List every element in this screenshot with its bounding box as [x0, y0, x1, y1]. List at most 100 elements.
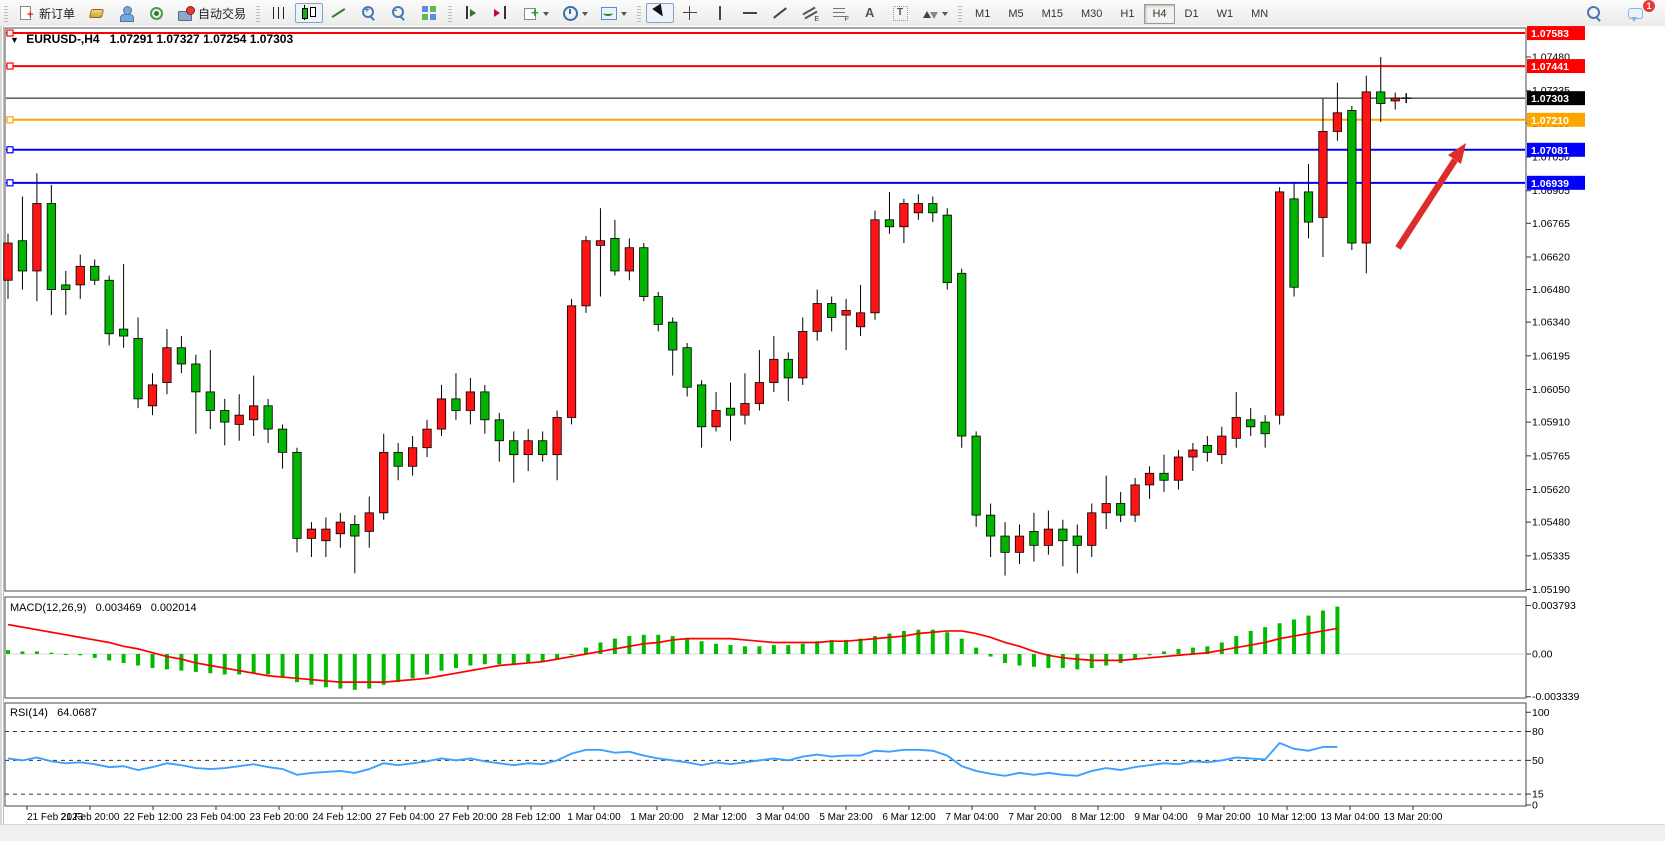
- candlestick-chart-button[interactable]: [295, 3, 324, 23]
- auto-scroll-icon: [462, 4, 480, 22]
- zoom-out-button[interactable]: -: [385, 3, 413, 23]
- price-tick-label: 1.06480: [1532, 284, 1570, 296]
- timeframe-W1[interactable]: W1: [1216, 8, 1234, 20]
- rsi-axis-label: 50: [1532, 755, 1544, 767]
- templates-button[interactable]: [595, 3, 632, 23]
- candle: [552, 417, 562, 456]
- candle: [162, 347, 172, 383]
- auto-trading-button[interactable]: 自动交易: [172, 3, 251, 23]
- search-button[interactable]: [1580, 3, 1608, 23]
- chart-window[interactable]: 1.074801.073351.071951.070501.069051.067…: [0, 26, 1665, 841]
- candle: [61, 284, 71, 290]
- price-tick-label: 1.05620: [1532, 484, 1570, 496]
- chart-shift-icon: [492, 4, 510, 22]
- rsi-title: RSI(14): [10, 707, 48, 719]
- time-label: 22 Feb 12:00: [124, 812, 183, 823]
- new-order-label: 新订单: [39, 6, 76, 21]
- timeframe-MN[interactable]: MN: [1251, 8, 1269, 20]
- zoom-in-button[interactable]: +: [355, 3, 383, 23]
- line-handle[interactable]: [6, 116, 14, 124]
- candle: [1332, 112, 1342, 132]
- macd-bar: [540, 654, 545, 662]
- equidistant-channel-button[interactable]: E: [796, 3, 824, 23]
- text-button[interactable]: A: [856, 3, 884, 23]
- auto-scroll-button[interactable]: [457, 3, 485, 23]
- macd-bar: [367, 654, 372, 689]
- candle: [509, 440, 519, 456]
- rsi-axis-label: 100: [1532, 707, 1550, 719]
- candle: [971, 435, 981, 516]
- candle: [249, 405, 259, 421]
- line-handle[interactable]: [6, 29, 14, 37]
- tile-windows-button[interactable]: [415, 3, 443, 23]
- add-indicator-button[interactable]: +: [517, 3, 554, 23]
- time-label: 23 Feb 04:00: [187, 812, 246, 823]
- timeframe-M5[interactable]: M5: [1008, 8, 1024, 20]
- horizontal-line-button[interactable]: [736, 3, 764, 23]
- bar-chart-button[interactable]: [265, 3, 293, 23]
- chart-shift-button[interactable]: [487, 3, 515, 23]
- vertical-line-icon: [711, 4, 729, 22]
- macd-value-main: 0.003469: [95, 602, 142, 614]
- price-line-1.07583[interactable]: [6, 29, 1525, 37]
- market-watch-button[interactable]: [82, 3, 110, 23]
- time-label: 27 Feb 20:00: [439, 812, 498, 823]
- trendline-button[interactable]: [766, 3, 794, 23]
- macd-bar: [482, 654, 487, 665]
- candle: [494, 419, 504, 442]
- line-chart-button[interactable]: [325, 3, 353, 23]
- price-tag-label: 1.07081: [1531, 145, 1569, 157]
- notifications-button[interactable]: 1: [1622, 0, 1655, 23]
- price-line-1.07081[interactable]: [6, 146, 1525, 154]
- line-handle[interactable]: [6, 146, 14, 154]
- time-label: 8 Mar 12:00: [1071, 812, 1125, 823]
- vertical-line-button[interactable]: [706, 3, 734, 23]
- macd-bar: [959, 638, 964, 654]
- timeframe-M15[interactable]: M15: [1041, 8, 1063, 20]
- new-order-button[interactable]: + 新订单: [13, 3, 80, 23]
- arrows-button[interactable]: [916, 3, 953, 23]
- line-handle[interactable]: [6, 179, 14, 187]
- timeframe-M30[interactable]: M30: [1081, 8, 1103, 20]
- timeframe-D1[interactable]: D1: [1184, 8, 1199, 20]
- time-label: 13 Mar 04:00: [1321, 812, 1380, 823]
- price-line-1.07210[interactable]: [6, 116, 1525, 124]
- timeframe-H4[interactable]: H4: [1144, 4, 1175, 24]
- fibonacci-button[interactable]: F: [826, 3, 854, 23]
- line-handle[interactable]: [6, 62, 14, 70]
- macd-bar: [627, 636, 632, 654]
- candle: [321, 528, 331, 542]
- search-icon: [1585, 4, 1603, 22]
- trendline-icon: [771, 4, 789, 22]
- macd-bar: [786, 645, 791, 654]
- candle: [1072, 535, 1082, 546]
- periods-button[interactable]: [556, 3, 593, 23]
- candle: [942, 214, 952, 283]
- macd-bar: [771, 645, 776, 654]
- ohlc-values-label: 1.07291 1.07327 1.07254 1.07303: [109, 32, 294, 46]
- crosshair-button[interactable]: [676, 3, 704, 23]
- price-line-1.07441[interactable]: [6, 62, 1525, 70]
- add-indicator-icon: +: [522, 4, 540, 22]
- macd-bar: [136, 654, 141, 666]
- accounts-button[interactable]: [112, 3, 140, 23]
- candle: [90, 265, 100, 281]
- macd-bar: [309, 654, 314, 685]
- price-line-1.06939[interactable]: [6, 179, 1525, 187]
- time-label: 21 Feb 20:00: [61, 812, 120, 823]
- cursor-button[interactable]: [646, 3, 675, 24]
- timeframe-H1[interactable]: H1: [1120, 8, 1135, 20]
- chevron-down-icon: [621, 11, 628, 19]
- gold-icon: [87, 4, 105, 22]
- timeframe-M1[interactable]: M1: [975, 8, 991, 20]
- chart-canvas[interactable]: 1.074801.073351.071951.070501.069051.067…: [0, 26, 1665, 825]
- candle: [1130, 484, 1140, 516]
- candle: [1289, 198, 1299, 288]
- horizontal-line-icon: [741, 4, 759, 22]
- trend-arrow-annotation[interactable]: [1395, 143, 1466, 250]
- signal-icon: [147, 4, 165, 22]
- macd-bar: [92, 654, 97, 658]
- macd-bar: [164, 654, 169, 670]
- signals-button[interactable]: [142, 3, 170, 23]
- text-label-button[interactable]: T: [886, 3, 914, 23]
